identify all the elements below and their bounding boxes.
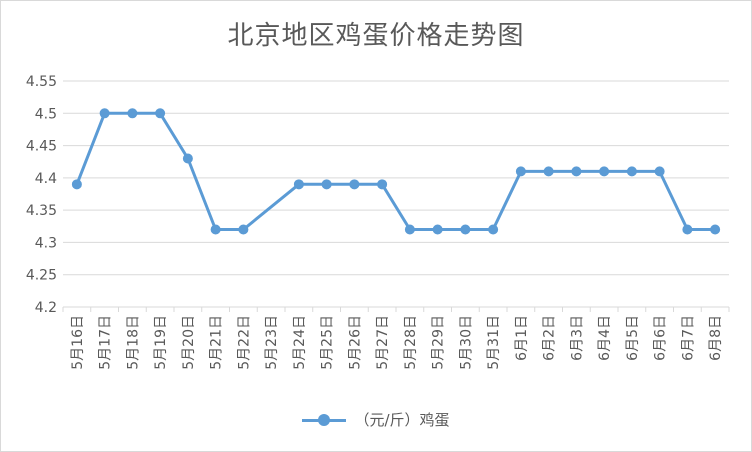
x-tick-label: 5月26日 (347, 315, 363, 370)
data-point (349, 179, 360, 190)
x-tick-label: 5月19日 (153, 315, 169, 370)
legend: （元/斤）鸡蛋 (1, 409, 751, 430)
data-point (599, 166, 610, 177)
line-chart: 4.2 4.25 4.3 4.35 4.4 4.45 4.5 4.55 5月16日 5月17日 5月… (26, 74, 730, 370)
x-tick-label: 5月28日 (403, 315, 419, 370)
x-tick-label: 5月20日 (181, 315, 197, 370)
x-tick-label: 6月8日 (708, 315, 724, 361)
x-tick-label: 5月30日 (458, 315, 474, 370)
x-tick-label: 5月18日 (125, 315, 141, 370)
data-point (515, 166, 526, 177)
legend-marker (302, 413, 347, 427)
x-tick-label: 5月27日 (375, 315, 391, 370)
y-tick-label: 4.25 (26, 268, 57, 284)
x-tick-label: 6月4日 (597, 315, 613, 361)
data-point (377, 179, 388, 190)
data-point (321, 179, 332, 190)
x-tick-label: 6月1日 (514, 315, 530, 361)
y-tick-label: 4.55 (26, 74, 57, 90)
x-tick-label: 5月23日 (264, 315, 280, 370)
data-point (182, 153, 193, 164)
x-tick-label: 5月31日 (486, 315, 502, 370)
x-tick-label: 6月6日 (653, 315, 669, 361)
data-point (155, 108, 166, 119)
y-tick-label: 4.3 (35, 235, 57, 251)
data-point (543, 166, 554, 177)
data-point (626, 166, 637, 177)
data-point (99, 108, 110, 119)
data-point (293, 179, 304, 190)
series-line (75, 111, 716, 231)
data-point (71, 179, 82, 190)
y-tick-label: 4.2 (35, 300, 57, 316)
data-point (238, 224, 249, 235)
x-tick-label: 6月2日 (542, 315, 558, 361)
y-tick-label: 4.4 (35, 171, 57, 187)
y-tick-label: 4.5 (35, 106, 57, 122)
x-tick-label: 5月24日 (292, 315, 308, 370)
x-tick-label: 5月29日 (431, 315, 447, 370)
x-tick-label: 5月16日 (70, 315, 86, 370)
legend-label: （元/斤）鸡蛋 (354, 411, 450, 429)
y-tick-label: 4.35 (26, 203, 57, 219)
data-point (432, 224, 443, 235)
data-point (488, 224, 499, 235)
data-point (710, 224, 721, 235)
data-point (127, 108, 138, 119)
chart-title: 北京地区鸡蛋价格走势图 (227, 21, 525, 51)
x-tick-label: 5月17日 (98, 315, 114, 370)
data-point (682, 224, 693, 235)
x-tick-label: 6月5日 (625, 315, 641, 361)
x-tick-label: 5月22日 (236, 315, 252, 370)
data-point (210, 224, 221, 235)
data-point (404, 224, 415, 235)
x-tick-label: 6月7日 (680, 315, 696, 361)
data-point (571, 166, 582, 177)
data-point (654, 166, 665, 177)
data-point (460, 224, 471, 235)
y-tick-label: 4.45 (26, 139, 57, 155)
x-tick-label: 6月3日 (569, 315, 585, 361)
x-tick-label: 5月25日 (320, 315, 336, 370)
x-tick-label: 5月21日 (209, 315, 225, 370)
